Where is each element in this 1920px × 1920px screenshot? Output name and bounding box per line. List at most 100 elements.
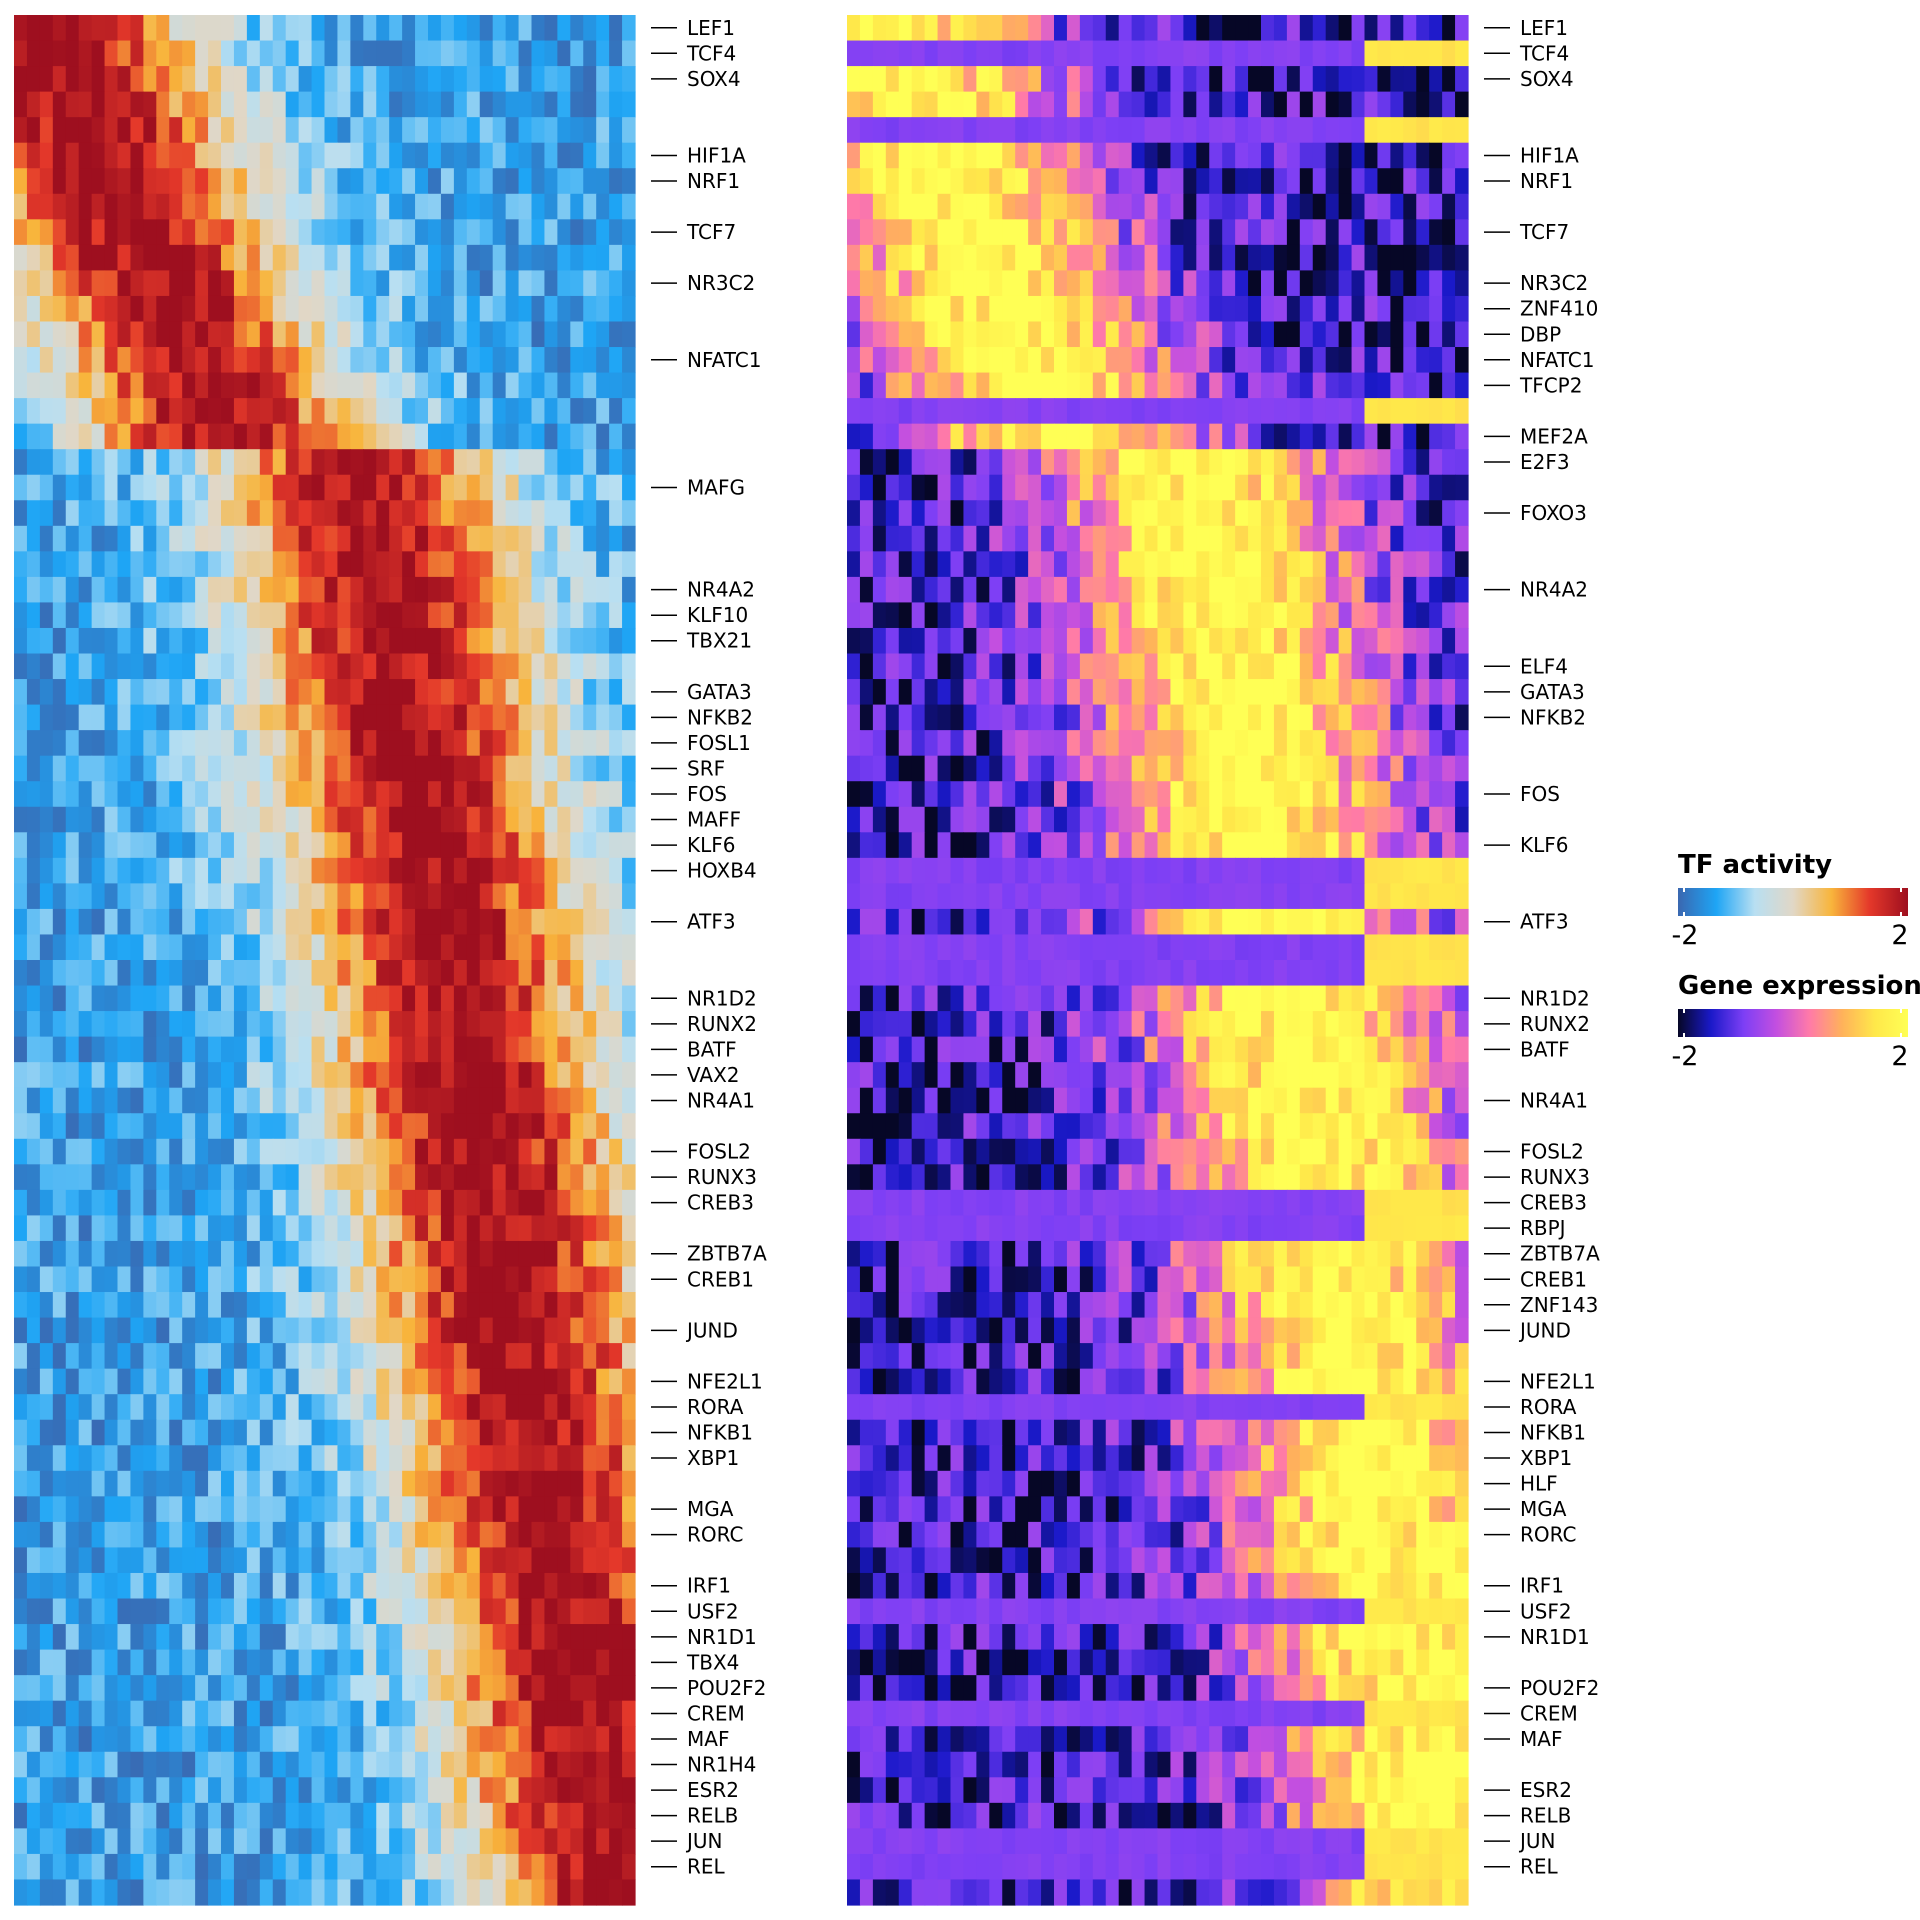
- heatmap-cell: [898, 398, 913, 425]
- heatmap-cell: [1299, 321, 1314, 348]
- heatmap-cell: [622, 1547, 636, 1574]
- heatmap-cell: [402, 1624, 416, 1651]
- heatmap-cell: [937, 551, 952, 578]
- heatmap-cell: [169, 551, 183, 578]
- heatmap-cell: [1429, 193, 1443, 220]
- heatmap-cell: [1403, 398, 1417, 425]
- heatmap-cell: [259, 1624, 274, 1651]
- heatmap-cell: [505, 730, 520, 757]
- heatmap-cell: [415, 295, 429, 323]
- heatmap-cell: [1377, 525, 1391, 552]
- heatmap-cell: [885, 551, 900, 578]
- heatmap-cell: [246, 347, 261, 374]
- heatmap-cell: [583, 908, 597, 936]
- heatmap-cell: [221, 372, 235, 399]
- heatmap-cell: [1222, 500, 1236, 527]
- heatmap-cell: [117, 1828, 132, 1855]
- heatmap-cell: [1325, 576, 1340, 604]
- heatmap-cell: [1222, 449, 1236, 476]
- heatmap-cell: [1429, 398, 1443, 425]
- heatmap-cell: [117, 91, 132, 118]
- heatmap-cell: [156, 193, 170, 220]
- heatmap-cell: [91, 1777, 106, 1804]
- heatmap-cell: [389, 653, 403, 680]
- heatmap-cell: [143, 270, 157, 297]
- heatmap-cell: [156, 602, 170, 629]
- heatmap-cell: [402, 40, 416, 67]
- heatmap-cell: [298, 704, 313, 731]
- heatmap-cell: [479, 1394, 494, 1421]
- heatmap-cell: [1028, 117, 1042, 144]
- heatmap-cell: [1157, 474, 1172, 501]
- heatmap-cell: [950, 449, 965, 476]
- heatmap-cell: [78, 908, 93, 936]
- heatmap-cell: [324, 704, 339, 731]
- heatmap-cell: [989, 66, 1003, 93]
- heatmap-cell: [1455, 244, 1469, 271]
- heatmap-cell: [1105, 525, 1120, 552]
- heatmap-cell: [1131, 270, 1146, 297]
- heatmap-cell: [557, 295, 571, 323]
- heatmap-cell: [989, 372, 1003, 399]
- heatmap-cell: [272, 270, 287, 297]
- heatmap-cell: [924, 653, 939, 680]
- heatmap-cell: [596, 1649, 610, 1676]
- heatmap-cell: [52, 1394, 67, 1421]
- heatmap-cell: [1002, 602, 1016, 629]
- heatmap-cell: [492, 1726, 507, 1753]
- heatmap-cell: [39, 321, 54, 348]
- heatmap-cell: [208, 1572, 222, 1600]
- heatmap-cell: [1105, 244, 1120, 271]
- heatmap-cell: [544, 883, 558, 910]
- heatmap-cell: [169, 244, 183, 271]
- heatmap-cell: [143, 1726, 157, 1753]
- heatmap-cell: [233, 551, 248, 578]
- heatmap-cell: [911, 627, 926, 655]
- heatmap-cell: [609, 398, 623, 425]
- heatmap-cell: [350, 1496, 364, 1523]
- heatmap-cell: [272, 551, 287, 578]
- heatmap-cell: [557, 602, 571, 629]
- heatmap-cell: [596, 321, 610, 348]
- heatmap-cell: [285, 423, 300, 450]
- heatmap-cell: [104, 1164, 119, 1191]
- heatmap-cell: [272, 500, 287, 527]
- heatmap-cell: [544, 985, 558, 1012]
- heatmap-cell: [389, 1572, 403, 1600]
- heatmap-cell: [26, 1189, 41, 1216]
- heatmap-cell: [453, 1189, 468, 1216]
- heatmap-cell: [195, 1113, 209, 1140]
- heatmap-cell: [272, 1368, 287, 1395]
- heatmap-cell: [259, 1470, 274, 1497]
- heatmap-cell: [609, 474, 623, 501]
- heatmap-cell: [1209, 398, 1223, 425]
- heatmap-cell: [117, 730, 132, 757]
- heatmap-cell: [298, 1445, 313, 1472]
- heatmap-cell: [1170, 372, 1184, 399]
- heatmap-cell: [311, 985, 326, 1012]
- heatmap-cell: [143, 372, 157, 399]
- heatmap-cell: [570, 193, 584, 220]
- heatmap-cell: [570, 1240, 584, 1268]
- heatmap-cell: [14, 1675, 28, 1702]
- heatmap-cell: [363, 806, 377, 833]
- heatmap-cell: [976, 168, 990, 195]
- heatmap-cell: [1273, 40, 1288, 67]
- heatmap-cell: [272, 449, 287, 476]
- heatmap-cell: [622, 219, 636, 246]
- heatmap-cell: [324, 66, 339, 93]
- heatmap-cell: [531, 1266, 546, 1293]
- heatmap-cell: [91, 1138, 106, 1165]
- heatmap-cell: [1273, 372, 1288, 399]
- heatmap-cell: [350, 1470, 364, 1497]
- heatmap-cell: [1196, 474, 1210, 501]
- heatmap-cell: [1235, 474, 1249, 501]
- row-label: KLF6: [687, 833, 736, 857]
- heatmap-cell: [363, 576, 377, 604]
- row-label: ZBTB7A: [687, 1242, 767, 1266]
- heatmap-cell: [518, 347, 533, 374]
- heatmap-cell: [233, 1164, 248, 1191]
- heatmap-cell: [1144, 602, 1159, 629]
- heatmap-cell: [324, 1138, 339, 1165]
- heatmap-cell: [557, 91, 571, 118]
